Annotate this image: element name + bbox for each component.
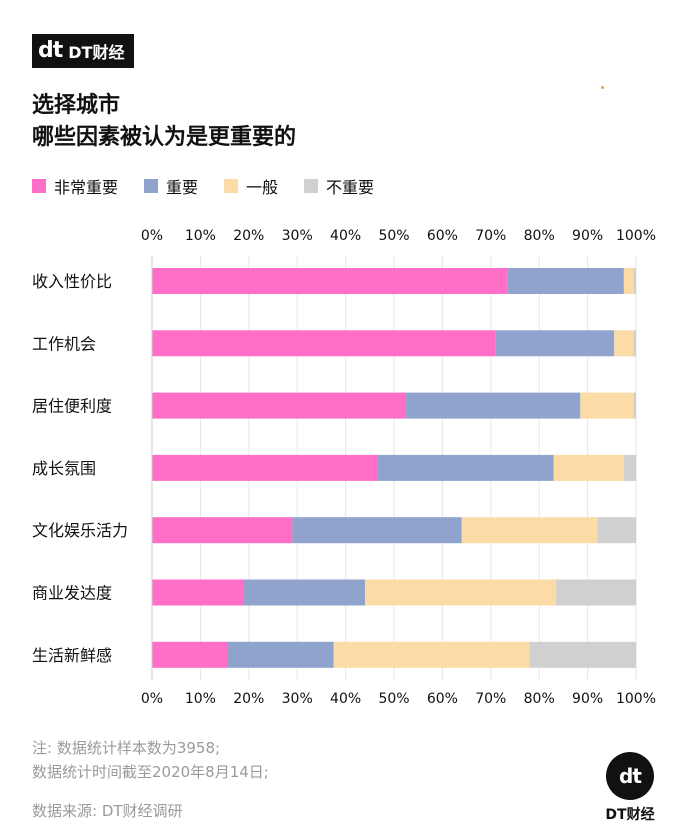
bar-1-series-3 bbox=[633, 330, 636, 357]
brand-name: DT财经 bbox=[68, 43, 125, 62]
x-tick-top-1: 10% bbox=[185, 228, 216, 244]
footer-logo: dt DT财经 bbox=[598, 752, 662, 824]
bar-0-series-3 bbox=[633, 268, 636, 294]
footer-brand-name: DT财经 bbox=[605, 807, 655, 823]
legend-item-series-0: 非常重要 bbox=[32, 174, 118, 198]
x-tick-bottom-10: 100% bbox=[616, 691, 656, 707]
x-tick-bottom-1: 10% bbox=[185, 691, 216, 707]
legend-item-series-2: 一般 bbox=[224, 174, 278, 198]
x-tick-bottom-8: 80% bbox=[524, 691, 555, 707]
bar-4-series-1 bbox=[292, 517, 462, 544]
x-tick-top-8: 80% bbox=[524, 228, 555, 244]
category-label-0: 收入性价比 bbox=[32, 272, 112, 291]
brand-logo-badge: dt DT财经 bbox=[32, 34, 135, 68]
legend-label-series-0: 非常重要 bbox=[54, 178, 119, 197]
category-label-1: 工作机会 bbox=[32, 334, 96, 353]
x-tick-bottom-4: 40% bbox=[330, 691, 361, 707]
bar-3-series-2 bbox=[553, 454, 624, 481]
x-tick-top-4: 40% bbox=[330, 228, 361, 244]
x-tick-bottom-3: 30% bbox=[282, 691, 313, 707]
bar-3-series-1 bbox=[377, 454, 554, 481]
bar-0-series-2 bbox=[623, 268, 634, 294]
legend-swatch-series-3 bbox=[304, 179, 319, 193]
category-label-5: 商业发达度 bbox=[32, 584, 112, 603]
category-label-4: 文化娱乐活力 bbox=[32, 521, 128, 540]
category-label-6: 生活新鲜感 bbox=[32, 646, 112, 665]
chart-title-line1: 选择城市 bbox=[32, 93, 121, 118]
x-tick-bottom-5: 50% bbox=[378, 691, 409, 707]
legend-label-series-2: 一般 bbox=[246, 178, 279, 197]
bar-5-series-0 bbox=[152, 579, 244, 606]
bar-2-series-3 bbox=[633, 392, 636, 419]
legend-item-series-1: 重要 bbox=[144, 174, 198, 198]
x-tick-bottom-2: 20% bbox=[233, 691, 264, 707]
chart-title: 选择城市 哪些因素被认为是更重要的 bbox=[32, 90, 296, 154]
bar-2-series-1 bbox=[406, 392, 581, 419]
bar-4-series-0 bbox=[152, 517, 293, 544]
bar-1-series-0 bbox=[152, 330, 496, 357]
bar-6-series-0 bbox=[152, 641, 228, 668]
bar-0-series-0 bbox=[152, 268, 508, 294]
bar-1-series-2 bbox=[614, 330, 634, 357]
legend-label-series-1: 重要 bbox=[166, 178, 199, 197]
chart-title-line2: 哪些因素被认为是更重要的 bbox=[32, 125, 297, 150]
bar-2-series-0 bbox=[152, 392, 407, 419]
bar-4-series-2 bbox=[461, 517, 598, 544]
legend-label-series-3: 不重要 bbox=[326, 178, 375, 197]
category-label-3: 成长氛围 bbox=[32, 459, 96, 478]
bar-6-series-1 bbox=[227, 641, 334, 668]
x-tick-top-2: 20% bbox=[233, 228, 264, 244]
bar-4-series-3 bbox=[597, 517, 636, 544]
x-tick-top-5: 50% bbox=[378, 228, 409, 244]
note-line1: 注: 数据统计样本数为3958; bbox=[32, 739, 221, 757]
bar-3-series-3 bbox=[623, 454, 636, 481]
bar-6-series-2 bbox=[333, 641, 530, 668]
bar-5-series-1 bbox=[243, 579, 365, 606]
bar-0-series-1 bbox=[507, 268, 624, 294]
stacked-bar-chart: 0% 0% 10% 10% 20% 20% 30% 30% 40% 40% 50% 50% 60% 60%… bbox=[32, 228, 656, 707]
bar-6-series-3 bbox=[529, 641, 636, 668]
chart-legend: 非常重要 重要 一般 不重要 bbox=[32, 174, 374, 198]
footer-logo-mark: dt bbox=[606, 752, 654, 800]
x-tick-top-9: 90% bbox=[572, 228, 603, 244]
x-tick-bottom-7: 70% bbox=[475, 691, 506, 707]
bar-2-series-2 bbox=[580, 392, 634, 419]
brand-logo-mark: dt bbox=[38, 38, 63, 63]
x-tick-top-10: 100% bbox=[616, 228, 656, 244]
accent-dot bbox=[601, 86, 604, 89]
data-source: 数据来源: DT财经调研 bbox=[32, 802, 183, 820]
bar-1-series-1 bbox=[495, 330, 615, 357]
bar-5-series-3 bbox=[556, 579, 636, 606]
x-tick-top-7: 70% bbox=[475, 228, 506, 244]
legend-swatch-series-2 bbox=[224, 179, 239, 193]
x-tick-bottom-9: 90% bbox=[572, 691, 603, 707]
bar-5-series-2 bbox=[364, 579, 557, 606]
x-tick-top-0: 0% bbox=[141, 228, 163, 244]
x-tick-top-3: 30% bbox=[282, 228, 313, 244]
note-line2: 数据统计时间截至2020年8月14日; bbox=[32, 763, 269, 781]
chart-notes: 注: 数据统计样本数为3958; 数据统计时间截至2020年8月14日; bbox=[32, 736, 269, 784]
legend-item-series-3: 不重要 bbox=[304, 174, 374, 198]
x-tick-bottom-6: 60% bbox=[427, 691, 458, 707]
legend-swatch-series-1 bbox=[144, 179, 159, 193]
bar-3-series-0 bbox=[152, 454, 378, 481]
category-label-2: 居住便利度 bbox=[32, 397, 112, 416]
legend-swatch-series-0 bbox=[32, 179, 46, 193]
x-tick-top-6: 60% bbox=[427, 228, 458, 244]
x-tick-bottom-0: 0% bbox=[141, 691, 163, 707]
